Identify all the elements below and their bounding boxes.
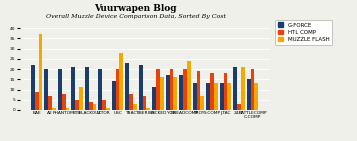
Bar xyxy=(75,100,79,110)
Bar xyxy=(102,100,106,110)
Bar xyxy=(58,69,62,110)
Bar xyxy=(214,83,218,110)
Bar xyxy=(187,61,191,110)
Bar xyxy=(143,96,146,110)
Bar xyxy=(233,67,237,110)
Bar xyxy=(139,65,143,110)
Bar xyxy=(89,102,92,110)
Bar xyxy=(223,73,227,110)
Bar xyxy=(197,71,200,110)
Bar xyxy=(210,73,214,110)
Bar xyxy=(120,53,123,110)
Bar xyxy=(112,81,116,110)
Bar xyxy=(183,69,187,110)
Bar xyxy=(227,83,231,110)
Bar xyxy=(156,69,160,110)
Bar xyxy=(39,34,42,110)
Bar xyxy=(193,83,197,110)
Bar xyxy=(220,83,223,110)
Text: Vuurwapen Blog: Vuurwapen Blog xyxy=(94,4,177,13)
Bar xyxy=(52,108,56,110)
Legend: G-FORCE, HTL COMP, MUZZLE FLASH: G-FORCE, HTL COMP, MUZZLE FLASH xyxy=(275,20,332,45)
Bar xyxy=(179,75,183,110)
Bar xyxy=(31,65,35,110)
Bar xyxy=(71,67,75,110)
Bar xyxy=(62,94,66,110)
Bar xyxy=(129,94,133,110)
Bar xyxy=(85,67,89,110)
Bar xyxy=(241,67,245,110)
Bar xyxy=(48,96,52,110)
Bar xyxy=(206,83,210,110)
Bar xyxy=(200,96,204,110)
Bar xyxy=(170,69,174,110)
Bar xyxy=(237,104,241,110)
Bar xyxy=(160,77,164,110)
Bar xyxy=(45,69,48,110)
Bar xyxy=(146,108,150,110)
Bar xyxy=(116,69,120,110)
Bar xyxy=(247,79,251,110)
Text: Overall Muzzle Device Comparison Data, Sorted By Cost: Overall Muzzle Device Comparison Data, S… xyxy=(46,14,226,19)
Bar xyxy=(79,87,83,110)
Bar xyxy=(166,75,170,110)
Bar xyxy=(152,87,156,110)
Bar xyxy=(99,69,102,110)
Bar xyxy=(92,104,96,110)
Bar xyxy=(251,69,255,110)
Bar xyxy=(255,83,258,110)
Bar xyxy=(35,92,39,110)
Bar xyxy=(66,108,69,110)
Bar xyxy=(125,63,129,110)
Bar xyxy=(174,77,177,110)
Bar xyxy=(106,108,110,110)
Bar xyxy=(133,104,137,110)
